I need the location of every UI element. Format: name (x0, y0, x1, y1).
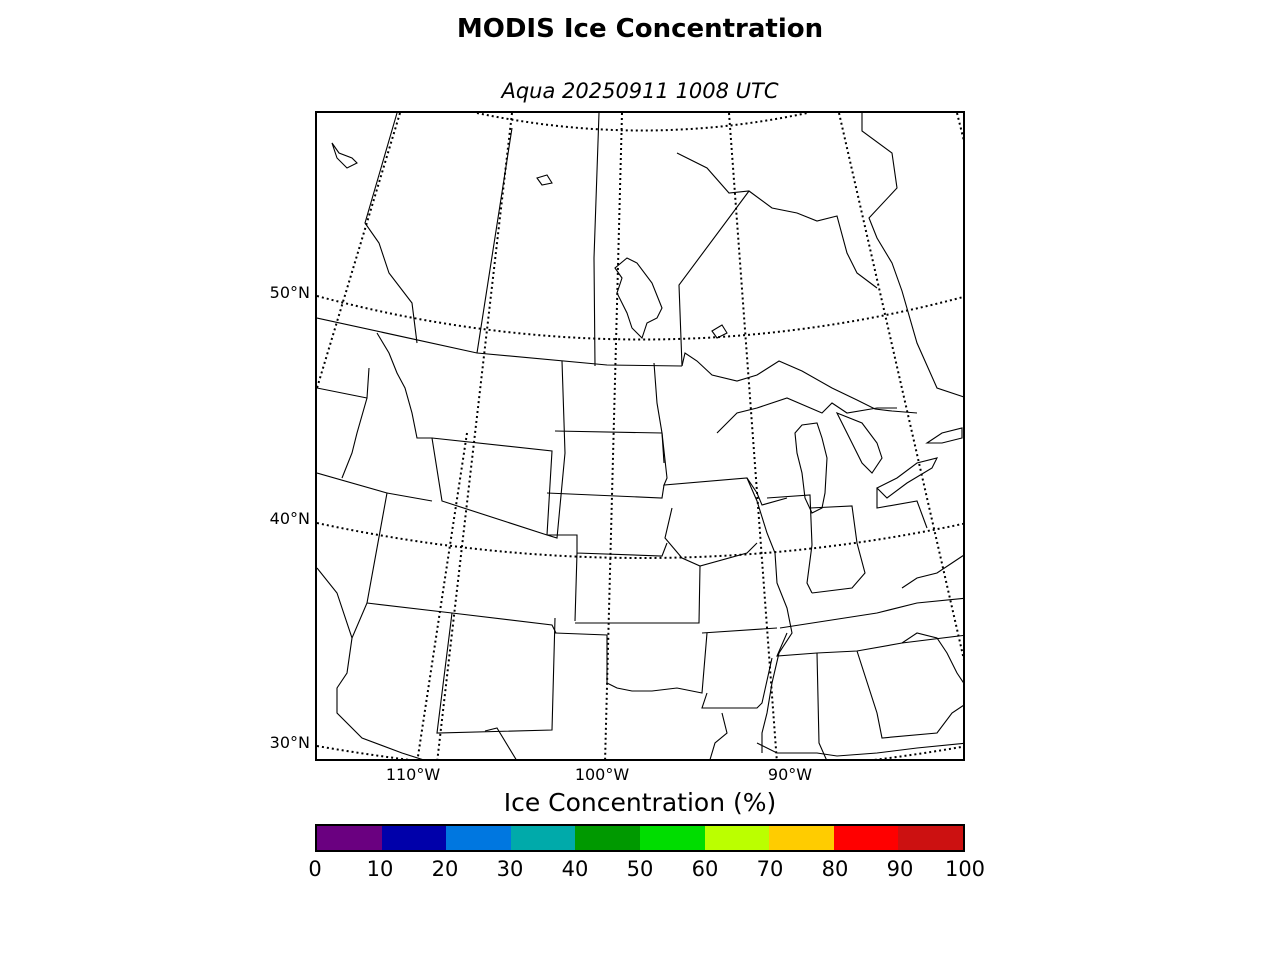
state-line-wy (431, 437, 553, 536)
colorbar-tick-label: 10 (366, 857, 394, 881)
colorbar-title: Ice Concentration (%) (503, 788, 777, 817)
lon-label-100w: 100°W (574, 765, 630, 784)
meridian-110w (317, 113, 401, 389)
colorbar-segment (898, 826, 963, 850)
lake-athabasca (536, 174, 553, 186)
state-line-ia-mo (664, 507, 758, 567)
colorbar-segment (769, 826, 834, 850)
coastlines-borders (317, 113, 963, 759)
lon-label-110w: 110°W (385, 765, 441, 784)
atlantic-coast (901, 632, 963, 683)
figure-title: MODIS Ice Concentration (456, 14, 824, 44)
lake-winnipeg (614, 257, 663, 340)
state-line-il-in (766, 494, 813, 594)
manitoba-ontario-border (678, 190, 750, 367)
lon-label-90w: 90°W (767, 765, 813, 784)
parallel-40n (317, 522, 963, 559)
sask-manitoba-border (593, 113, 600, 367)
lake-huron (835, 411, 883, 474)
meridian-95w (728, 113, 778, 759)
state-line-az-nm (336, 612, 556, 759)
colorbar-segment (317, 826, 382, 850)
meridian-85w (956, 113, 963, 142)
hudson-bay-coast (861, 113, 963, 398)
state-line-va-nc (901, 555, 963, 589)
state-line-oh-pa (876, 488, 928, 529)
lake-ontario (925, 427, 963, 444)
graticule (317, 113, 963, 759)
alberta-sask-border (476, 127, 513, 354)
colorbar-tick-label: 70 (756, 857, 784, 881)
map-panel (315, 111, 965, 761)
colorbar (315, 824, 965, 852)
map-svg (317, 113, 963, 759)
lake-nipigon (711, 324, 728, 339)
ontario-north (676, 152, 878, 289)
colorbar-tick-label: 90 (886, 857, 914, 881)
bc-alberta-border (364, 113, 418, 344)
meridian-110w-south (416, 432, 468, 759)
us-canada-border (317, 317, 683, 367)
colorbar-tick-label: 30 (496, 857, 524, 881)
meridian-105w (436, 113, 513, 759)
colorbar-segment (446, 826, 511, 850)
lake-erie (876, 457, 939, 499)
meridian-100w (604, 113, 623, 759)
state-line-ms-al (776, 632, 963, 657)
colorbar-segment (833, 826, 899, 850)
meridian-90w (838, 113, 963, 660)
border-great-lakes (681, 352, 918, 414)
state-line-texas-coast (484, 712, 728, 759)
colorbar-segment (575, 826, 640, 850)
great-slave-lake-arm (331, 142, 358, 169)
colorbar-tick-label: 50 (626, 857, 654, 881)
state-line-mo-ar-la (701, 627, 778, 709)
colorbar-tick-label: 0 (308, 857, 322, 881)
colorbar-segment (704, 826, 770, 850)
state-line-nv (317, 472, 388, 640)
figure-subtitle: Aqua 20250911 1008 UTC (501, 79, 779, 103)
lake-michigan (794, 422, 828, 514)
colorbar-tick-label: 100 (944, 857, 986, 881)
state-line-wa-or (317, 367, 370, 399)
colorbar-segment (381, 826, 447, 850)
state-line-in-oh (809, 505, 866, 594)
parallel-60n (476, 113, 808, 132)
colorbar-tick-label: 80 (821, 857, 849, 881)
state-line-ut-co (366, 492, 557, 634)
state-line-id-west (341, 397, 368, 479)
state-line-ne-ks (547, 534, 701, 624)
state-line-ky-tn (779, 597, 963, 629)
colorbar-tick-label: 40 (561, 857, 589, 881)
colorbar-tick-label: 20 (431, 857, 459, 881)
state-line-ok-tx (554, 632, 708, 694)
state-line-mn-ia (653, 362, 788, 506)
state-line-mt-north (376, 332, 566, 539)
gulf-coast (756, 742, 963, 757)
state-line-wi-mi (716, 397, 897, 434)
colorbar-tick-label: 60 (691, 857, 719, 881)
colorbar-segment (510, 826, 576, 850)
state-line-al-ga (816, 650, 963, 759)
colorbar-segment (639, 826, 705, 850)
mississippi-river (746, 477, 793, 753)
lat-label-30n: 30°N (269, 733, 310, 752)
lat-label-50n: 50°N (269, 283, 310, 302)
lat-label-40n: 40°N (269, 509, 310, 528)
